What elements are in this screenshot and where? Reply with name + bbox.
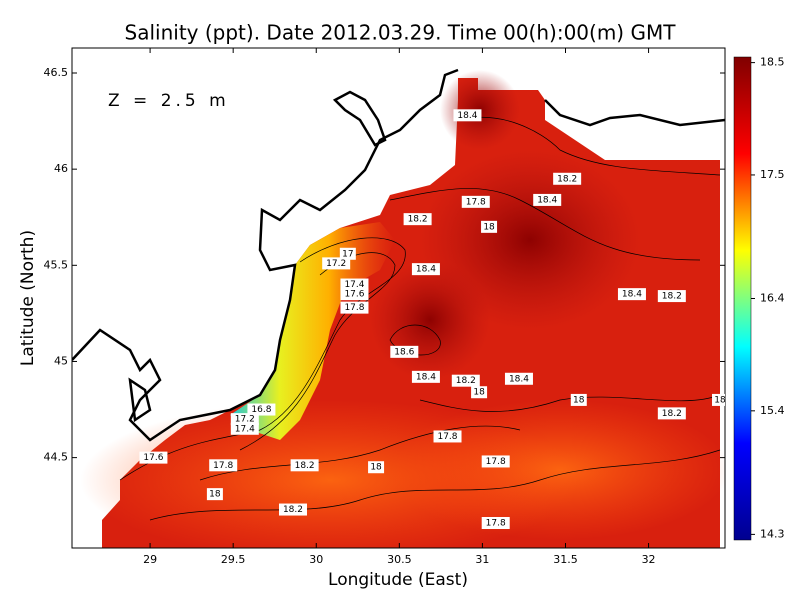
contour-label: 18.2 <box>408 215 428 225</box>
contour-label-box <box>657 407 686 420</box>
contour-label-box <box>481 517 510 529</box>
contour-label: 16.8 <box>251 405 271 415</box>
x-tick-label: 31.5 <box>553 553 578 566</box>
depth-annotation: Z = 2.5 m <box>108 91 230 111</box>
contour-label-box <box>340 288 369 301</box>
contour-label: 18 <box>573 395 585 405</box>
contour-label-box <box>209 459 238 472</box>
contour-label: 17.4 <box>235 424 255 434</box>
y-tick-label: 45 <box>54 354 68 367</box>
contour-label: 18.2 <box>456 376 476 386</box>
contour-label-box <box>461 195 490 208</box>
contour-label-box <box>553 172 582 185</box>
y-axis-label: Latitude (North) <box>18 230 38 366</box>
contour-label: 18.4 <box>416 372 436 382</box>
contour-label: 18.4 <box>622 290 642 300</box>
colorbar <box>733 56 752 541</box>
map-field <box>72 48 725 548</box>
contour-label-box <box>390 345 419 358</box>
contour-label-box <box>712 393 725 406</box>
colorbar-tick-label: 18.5 <box>760 56 785 69</box>
contour-label: 18 <box>473 388 485 398</box>
contour-label: 17.8 <box>213 461 233 471</box>
contour-label: 18.2 <box>283 505 303 515</box>
contour-label-box <box>471 386 488 399</box>
x-tick-label: 32 <box>642 553 656 566</box>
contour-label-box <box>411 370 440 383</box>
x-tick-label: 30.5 <box>387 553 412 566</box>
contour-label: 18.4 <box>509 374 529 384</box>
contour-label-box <box>339 247 356 260</box>
contour-label: 17.2 <box>326 259 346 269</box>
contour-label-box <box>368 461 385 474</box>
contour-label-box <box>504 372 533 385</box>
contour-label-box <box>230 413 259 426</box>
y-tick-label: 45.5 <box>44 258 69 271</box>
contour-label: 18.6 <box>394 347 414 357</box>
contour-label-box <box>433 430 462 443</box>
contour-label-box <box>617 288 646 301</box>
contour-label: 17.8 <box>344 303 364 313</box>
contour-label-box <box>230 422 259 435</box>
contour-label: 17.8 <box>486 519 506 529</box>
contour-label: 18.4 <box>457 111 477 121</box>
contour-label: 17.8 <box>437 432 457 442</box>
contour-label-box <box>481 220 498 233</box>
contour-label-box <box>453 109 482 122</box>
contour-label-box <box>139 451 168 464</box>
y-tick-label: 46 <box>54 162 68 175</box>
contour-label: 17 <box>342 249 353 259</box>
contour-label-box <box>322 257 351 270</box>
x-tick-label: 30 <box>309 553 323 566</box>
contour-label-box <box>247 403 276 416</box>
contour-label-box <box>411 263 440 276</box>
x-tick-label: 31 <box>475 553 489 566</box>
contour-label: 18.4 <box>537 195 557 205</box>
contour-label: 18.2 <box>557 174 577 184</box>
x-tick-label: 29 <box>143 553 157 566</box>
contour-label: 17.2 <box>235 415 255 425</box>
contour-label: 18 <box>483 222 495 232</box>
contour-label: 18.2 <box>662 292 682 302</box>
x-tick-label: 29.5 <box>221 553 246 566</box>
colorbar-tick-label: 17.5 <box>760 168 785 181</box>
contour-label: 17.8 <box>486 457 506 467</box>
contour-label: 17.8 <box>466 197 486 207</box>
contour-label-box <box>533 193 562 206</box>
contour-labels: 18.418.217.8 18.418.2181717.218.417.417.6… <box>139 109 726 529</box>
contour-label: 18 <box>209 490 221 500</box>
contour-label: 18.2 <box>662 409 682 419</box>
contour-label: 17.6 <box>143 453 163 463</box>
contour-label-box <box>570 393 587 406</box>
contour-label-box <box>340 301 369 314</box>
contour-label-box <box>278 503 307 516</box>
y-tick-label: 44.5 <box>44 451 69 464</box>
colorbar-tick-label: 16.4 <box>760 292 785 305</box>
contour-label: 17.4 <box>344 280 364 290</box>
plot-frame <box>71 47 726 549</box>
contour-label-box <box>403 213 432 226</box>
y-tick-label: 46.5 <box>44 66 69 79</box>
contour-label-box <box>340 278 369 291</box>
contour-label: 18.2 <box>295 461 315 471</box>
x-axis-label: Longitude (East) <box>328 570 468 590</box>
contour-label: 18.4 <box>416 265 436 275</box>
contour-label-box <box>481 455 510 468</box>
contour-label-box <box>657 290 686 303</box>
contour-label: 18 <box>714 395 726 405</box>
contour-label-box <box>290 459 319 472</box>
colorbar-tick-label: 14.3 <box>760 527 785 540</box>
contour-label: 18 <box>370 463 382 473</box>
contour-label: 17.6 <box>344 290 364 300</box>
colorbar-tick-label: 15.4 <box>760 404 785 417</box>
contour-label-box <box>206 488 223 501</box>
chart-title: Salinity (ppt). Date 2012.03.29. Time 00… <box>125 21 677 45</box>
contour-label-box <box>451 374 480 387</box>
